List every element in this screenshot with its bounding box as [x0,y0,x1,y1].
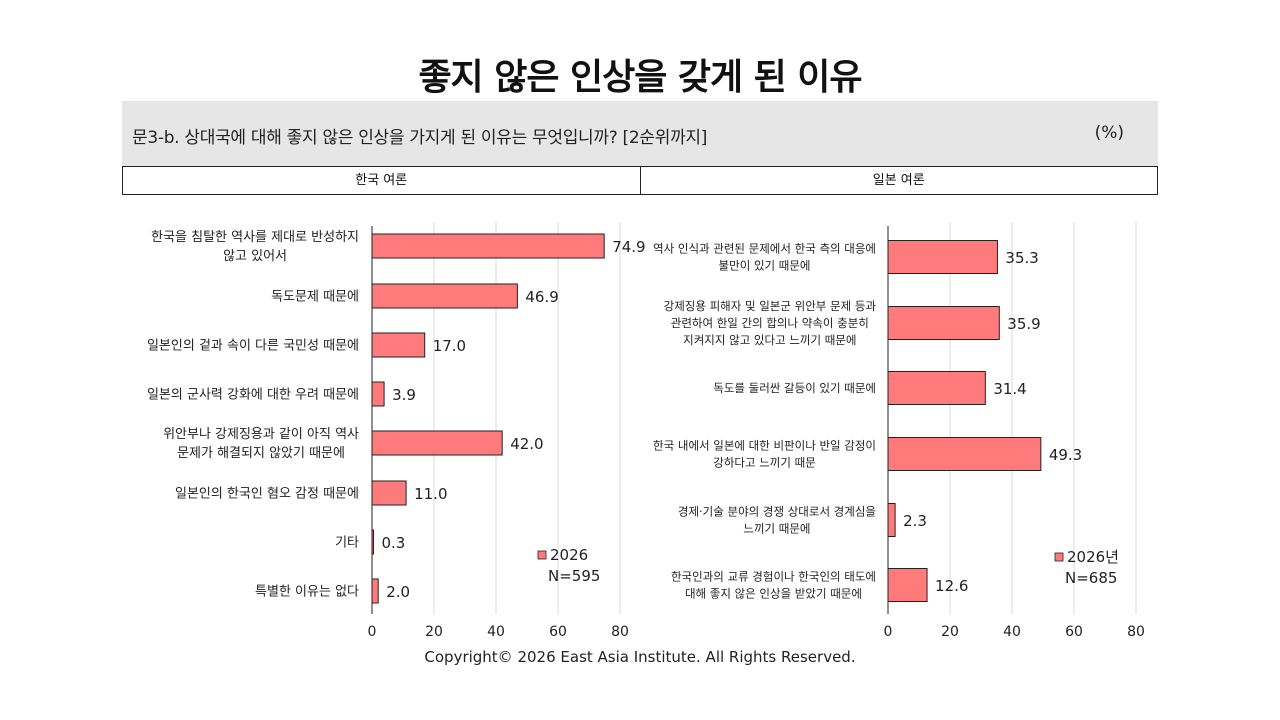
bar [887,437,1042,471]
legend-swatch [537,550,547,560]
x-tick-label: 20 [941,624,959,640]
legend-note: N=595 [548,567,600,585]
category-label: 경제·기술 분야의 경쟁 상대로서 경계심을 [678,505,876,519]
category-label: 독도문제 때문에 [271,290,359,305]
question-band: 문3-b. 상대국에 대해 좋지 않은 인상을 가지게 된 이유는 무엇입니까?… [122,101,1158,166]
data-label: 11.0 [414,485,447,503]
bar [371,332,426,358]
category-label: 느끼기 때문에 [743,522,810,536]
x-tick-label: 0 [884,624,893,640]
bar [371,480,407,506]
category-label: 강하다고 느끼기 때문 [713,456,816,470]
x-tick-label: 60 [1065,624,1083,640]
data-label: 31.4 [993,380,1026,398]
category-label: 지켜지지 않고 있다고 느끼기 때문에 [683,333,856,347]
legend-label: 2026 [550,546,588,564]
category-label: 특별한 이유는 없다 [255,585,359,600]
header-japan: 일본 여론 [639,167,1158,194]
category-label: 강제징용 피해자 및 일본군 위안부 문제 등과 [664,299,877,313]
category-label: 일본인의 겉과 속이 다른 국민성 때문에 [147,339,359,354]
category-label: 대해 좋지 않은 인상을 받았기 때문에 [685,587,862,601]
x-tick-label: 40 [1003,624,1021,640]
unit-label: (%) [1094,123,1124,143]
bar [887,306,1000,340]
bar [887,503,896,537]
data-label: 2.0 [386,583,410,601]
header-row: 한국 여론 일본 여론 [122,166,1158,195]
category-label: 한국을 침탈한 역사를 제대로 반성하지 [151,230,359,245]
data-label: 46.9 [525,288,558,306]
bar [371,381,385,407]
data-label: 12.6 [935,577,968,595]
data-label: 49.3 [1049,446,1082,464]
data-label: 35.9 [1007,315,1040,333]
data-label: 35.3 [1005,249,1038,267]
category-label: 불만이 있기 때문에 [719,259,811,273]
legend-label: 2026년 [1067,548,1119,566]
data-label: 3.9 [392,386,416,404]
category-label: 역사 인식과 관련된 문제에서 한국 측의 대응에 [653,242,876,256]
bar [371,430,503,456]
chart-japan: 0 20 40 60 80 35.3 역사 인식과 관련된 문제에서 한국 측의 대응에불만… [653,222,1145,640]
x-tick-label: 60 [549,624,567,640]
bar [371,578,379,604]
category-label: 기타 [335,536,359,551]
question-text: 문3-b. 상대국에 대해 좋지 않은 인상을 가지게 된 이유는 무엇입니까?… [132,128,708,148]
category-label: 한국 내에서 일본에 대한 비판이나 반일 감정이 [653,439,876,453]
page-title: 좋지 않은 인상을 갖게 된 이유 [418,57,862,98]
bar [371,233,605,259]
copyright: Copyright© 2026 East Asia Institute. All… [424,648,856,666]
x-tick-label: 0 [368,624,377,640]
x-tick-label: 80 [1127,624,1145,640]
data-label: 74.9 [612,238,645,256]
bar [887,568,928,602]
bar [887,240,998,274]
data-label: 0.3 [382,534,406,552]
data-label: 2.3 [903,512,927,530]
data-label: 17.0 [433,337,466,355]
bar [371,529,374,555]
category-label: 한국인과의 교류 경험이나 한국인의 태도에 [671,570,876,584]
x-tick-label: 20 [425,624,443,640]
bar [887,371,986,405]
category-label: 위안부나 강제징용과 같이 아직 역사 [163,427,359,442]
category-label: 일본의 군사력 강화에 대한 우려 때문에 [147,388,359,403]
bar [371,283,518,309]
legend-swatch [1054,552,1064,562]
category-label: 문제가 해결되지 않았기 때문에 [177,446,345,461]
data-label: 42.0 [510,435,543,453]
x-tick-label: 80 [611,624,629,640]
category-label: 독도를 둘러싼 갈등이 있기 때문에 [713,381,876,395]
category-label: 일본인의 한국인 혐오 감정 때문에 [175,487,359,502]
category-label: 관련하여 한일 간의 합의나 약속이 충분히 [671,316,869,330]
header-korea: 한국 여론 [355,173,408,188]
category-label: 않고 있어서 [223,249,287,264]
x-tick-label: 40 [487,624,505,640]
legend-note: N=685 [1065,569,1117,587]
